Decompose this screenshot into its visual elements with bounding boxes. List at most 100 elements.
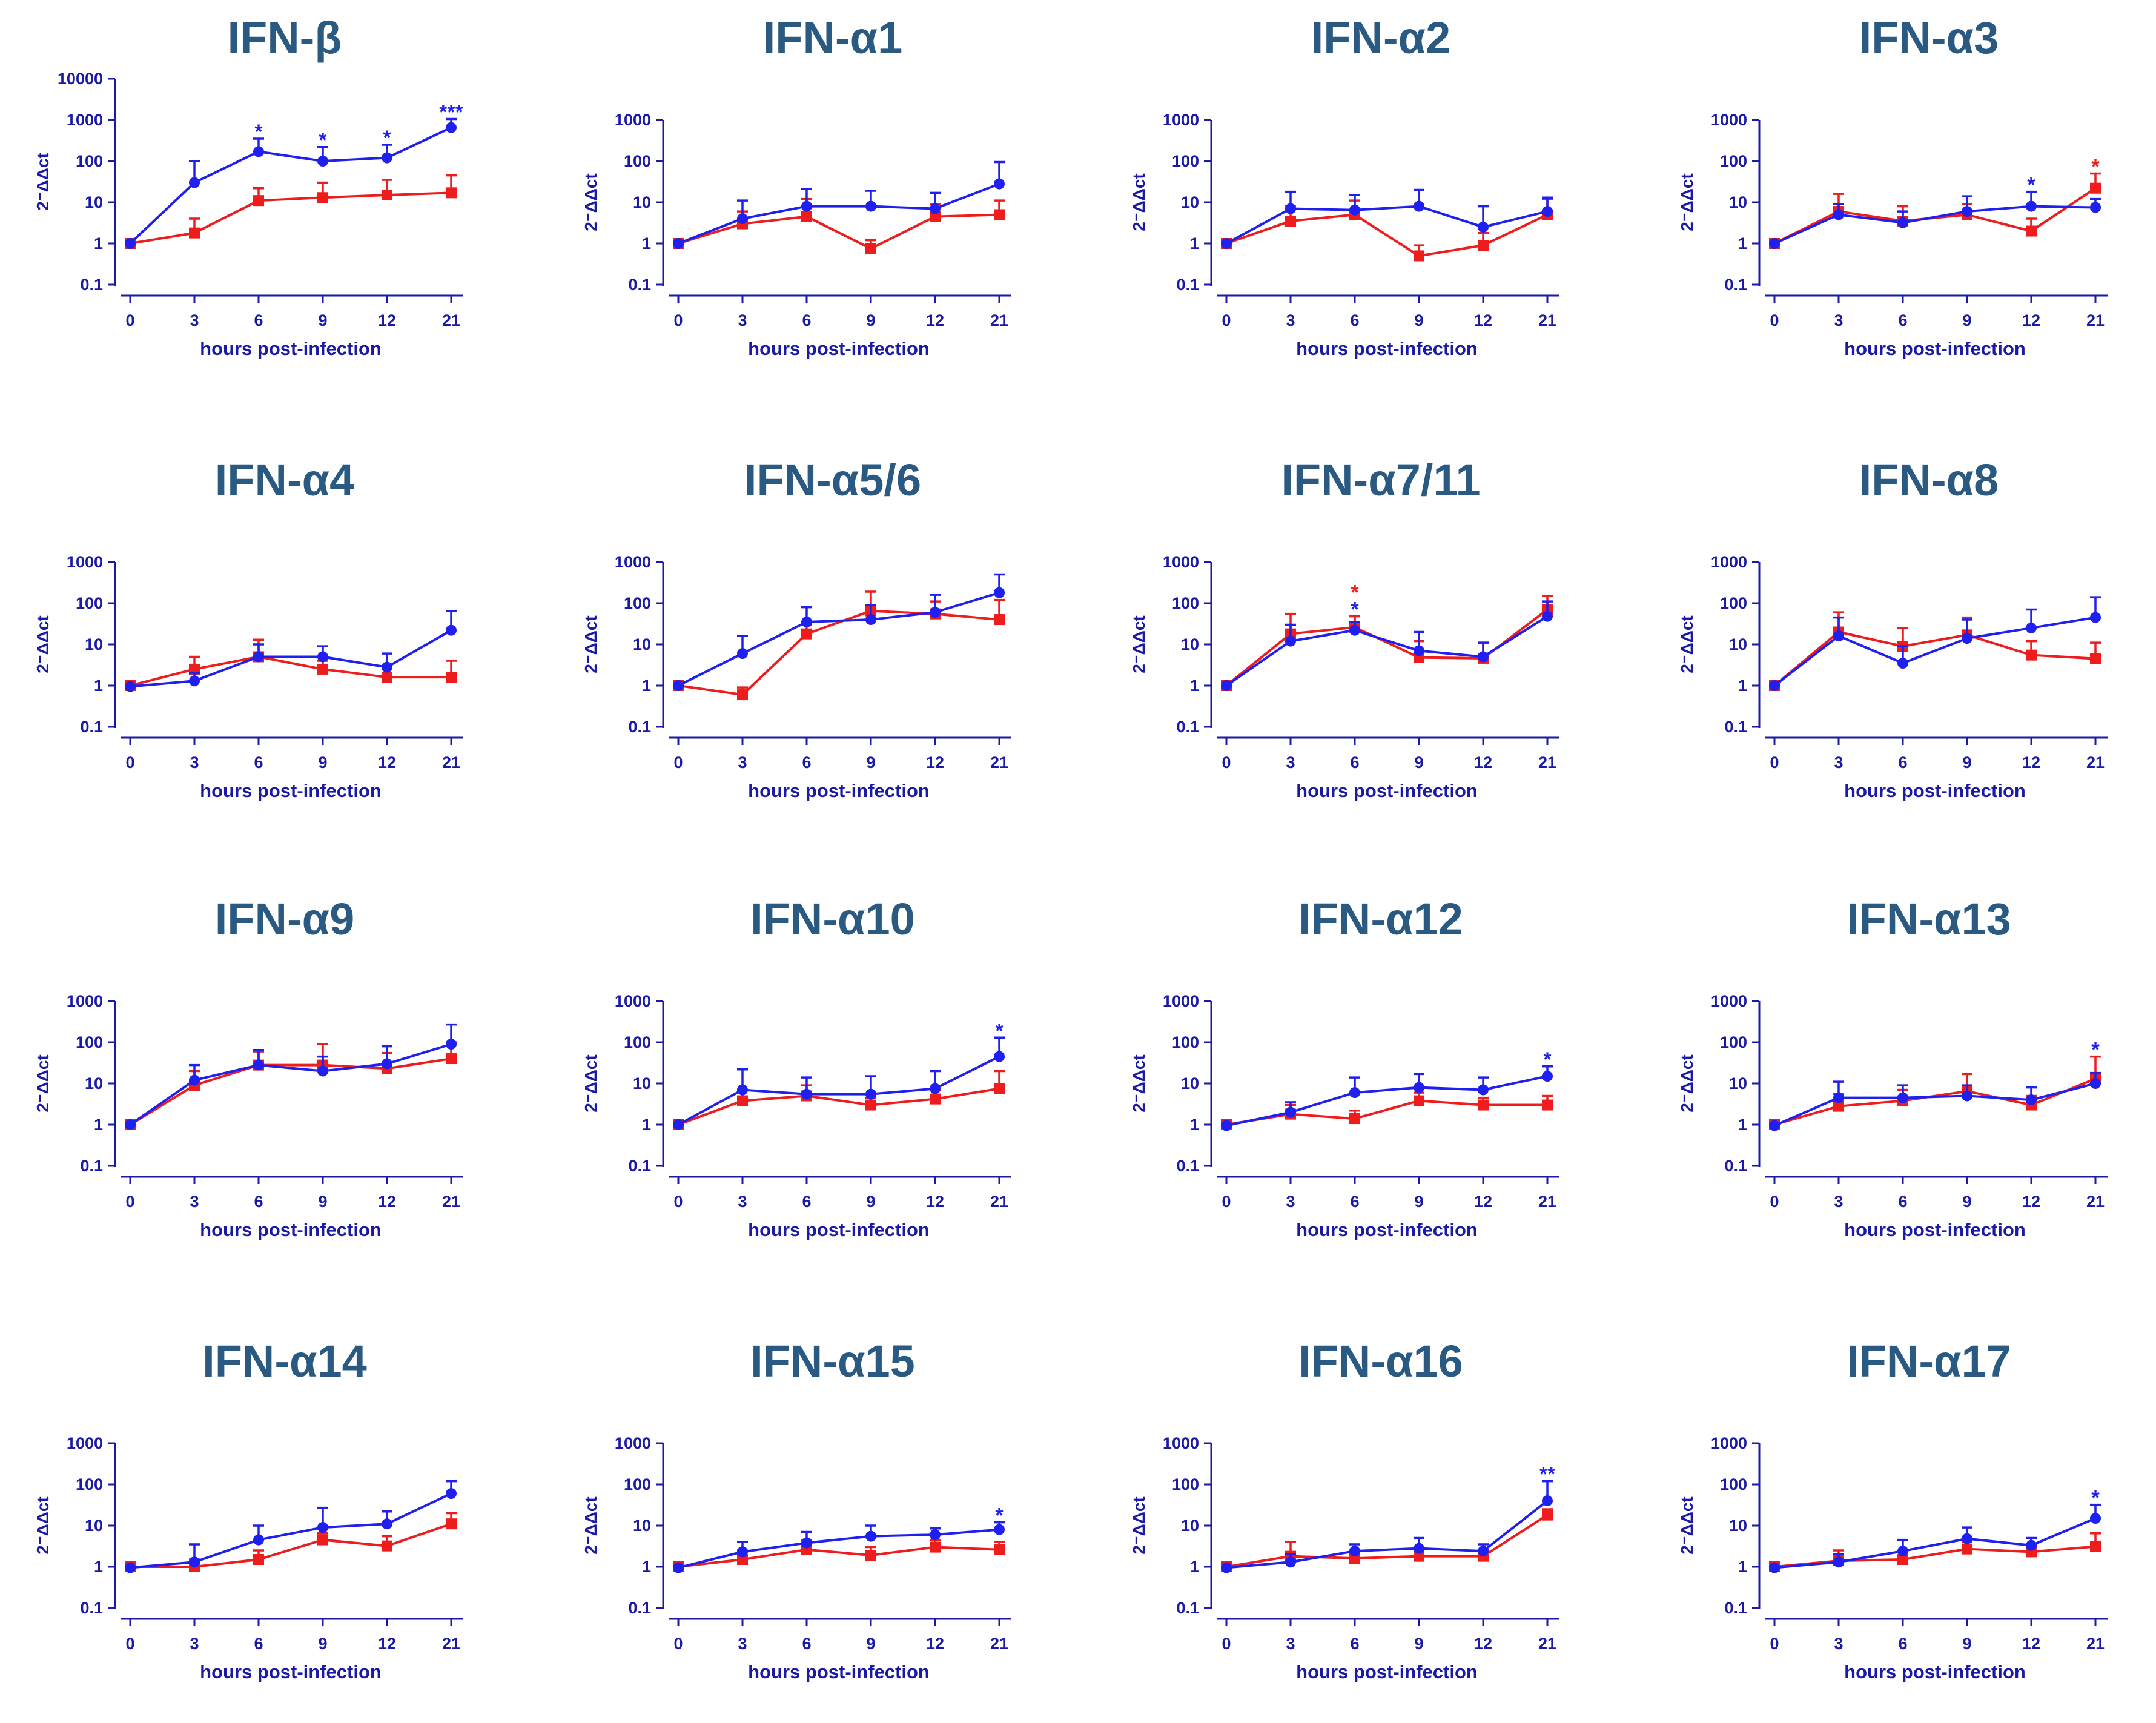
x-tick-label: 12: [2022, 1635, 2040, 1653]
x-tick-label: 12: [926, 753, 944, 772]
x-tick-label: 12: [926, 1192, 944, 1211]
red-data-point: [1833, 1100, 1844, 1112]
blue-data-point: [1542, 1495, 1553, 1507]
x-tick-label: 3: [738, 753, 747, 772]
blue-data-point: [189, 1556, 200, 1568]
blue-data-point: [189, 1074, 200, 1086]
x-tick-label: 0: [1222, 753, 1231, 772]
x-tick-label: 0: [1222, 311, 1231, 329]
blue-data-point: [189, 177, 200, 188]
x-tick-label: 6: [1350, 1635, 1359, 1653]
y-axis-label: 2⁻ΔΔct: [33, 1496, 52, 1555]
blue-data-point: [446, 122, 457, 133]
blue-data-point: [1414, 1082, 1424, 1093]
x-tick-label: 0: [673, 1635, 683, 1653]
y-tick-label: 10: [85, 193, 103, 211]
y-tick-label: 0.1: [628, 1599, 651, 1617]
blue-data-point: [801, 1537, 812, 1549]
y-axis-label: 2⁻ΔΔct: [1129, 615, 1148, 673]
x-axis-label: hours post-infection: [748, 338, 930, 359]
y-tick-label: 10: [1729, 1516, 1747, 1535]
x-tick-label: 9: [1414, 311, 1423, 329]
chart-panel: IFN-α14 0.1 1 10 100 1000 2⁻ΔΔct 0 3 6 9 12 21 hours …: [33, 1336, 463, 1682]
blue-data-point: [1414, 1543, 1424, 1554]
y-tick-label: 10000: [58, 70, 103, 88]
blue-series-line: [1225, 615, 1549, 687]
y-tick-label: 10: [85, 1516, 103, 1535]
x-tick-label: 21: [442, 1635, 460, 1653]
blue-series-line: [678, 591, 1000, 687]
x-tick-label: 3: [1286, 311, 1295, 329]
x-axis-label: hours post-infection: [200, 338, 382, 359]
blue-data-point: [1349, 1087, 1360, 1099]
blue-data-point: [382, 661, 392, 673]
red-data-point: [189, 227, 200, 239]
blue-data-point: [125, 238, 136, 249]
chart-panel: IFN-α3 0.1 1 10 100 1000 2⁻ΔΔct 0 3 6 9 12 21 hours p…: [1678, 13, 2108, 359]
y-tick-label: 1000: [67, 1434, 103, 1452]
significance-marker: *: [254, 121, 263, 144]
x-tick-label: 21: [1538, 1192, 1556, 1211]
y-tick-label: 0.1: [80, 718, 103, 736]
blue-data-point: [253, 1059, 264, 1071]
y-tick-label: 10: [1729, 635, 1747, 653]
y-tick-label: 1: [642, 1116, 651, 1134]
blue-data-point: [1897, 658, 1908, 669]
blue-data-point: [317, 1522, 328, 1533]
blue-data-point: [994, 1051, 1005, 1062]
blue-data-point: [2026, 622, 2037, 633]
red-data-point: [865, 1550, 876, 1561]
blue-data-point: [1962, 1533, 1972, 1544]
x-tick-label: 0: [673, 1192, 683, 1211]
x-tick-label: 9: [318, 1635, 327, 1653]
x-tick-label: 6: [1898, 1635, 1907, 1653]
blue-data-point: [125, 681, 136, 692]
blue-data-point: [1414, 645, 1424, 656]
significance-marker: *: [2091, 1487, 2100, 1510]
blue-data-point: [737, 1546, 748, 1558]
y-tick-label: 0.1: [1176, 1157, 1199, 1175]
red-data-point: [994, 614, 1005, 626]
blue-data-point: [1962, 1090, 1972, 1102]
blue-data-point: [2026, 1094, 2037, 1106]
y-tick-label: 0.1: [80, 1157, 103, 1175]
blue-series-line: [130, 1492, 452, 1569]
chart-panel: IFN-α7/11 0.1 1 10 100 1000 2⁻ΔΔct 0 3 6 9 12 21 hour…: [1129, 455, 1559, 801]
x-tick-label: 21: [990, 311, 1008, 329]
red-data-point: [1285, 216, 1296, 227]
blue-data-point: [1349, 624, 1360, 636]
y-tick-label: 0.1: [1176, 276, 1199, 294]
x-tick-label: 6: [254, 1192, 263, 1211]
significance-marker: *: [2091, 1039, 2100, 1062]
red-series-line: [678, 1546, 1000, 1568]
blue-data-point: [1962, 206, 1972, 217]
blue-data-point: [673, 1562, 684, 1573]
x-tick-label: 0: [1770, 311, 1779, 329]
red-data-point: [737, 1554, 748, 1566]
x-tick-label: 6: [802, 311, 811, 329]
x-tick-label: 12: [378, 311, 396, 329]
x-axis-label: hours post-infection: [1296, 1661, 1478, 1682]
blue-data-point: [994, 1524, 1005, 1535]
y-tick-label: 10: [633, 635, 651, 653]
blue-data-point: [801, 1088, 812, 1100]
blue-data-point: [1833, 1556, 1844, 1568]
x-tick-label: 6: [1898, 311, 1907, 329]
chart-panel: IFN-α16 0.1 1 10 100 1000 2⁻ΔΔct 0 3 6 9 12 21 hours …: [1129, 1336, 1559, 1682]
chart-panel: IFN-α1 0.1 1 10 100 1000 2⁻ΔΔct 0 3 6 9 12 21 hours p…: [581, 13, 1011, 359]
chart-panel: IFN-α17 0.1 1 10 100 1000 2⁻ΔΔct 0 3 6 9 12 21 hours …: [1678, 1336, 2108, 1682]
chart-panel: IFN-α15 0.1 1 10 100 1000 2⁻ΔΔct 0 3 6 9 12 21 hours …: [581, 1336, 1011, 1682]
red-series-line: [1226, 1099, 1547, 1126]
x-axis-label: hours post-infection: [200, 1661, 382, 1682]
chart-title: IFN-α7/11: [1281, 455, 1480, 505]
red-data-point: [1478, 1099, 1489, 1111]
y-axis-label: 2⁻ΔΔct: [1129, 1054, 1148, 1113]
red-data-point: [1962, 1543, 1972, 1555]
blue-data-point: [1285, 1106, 1296, 1118]
y-tick-label: 1000: [615, 111, 651, 129]
blue-data-point: [446, 624, 457, 636]
red-series-line: [130, 191, 452, 245]
blue-series-line: [678, 1055, 1000, 1126]
x-tick-label: 21: [442, 753, 460, 772]
y-tick-label: 1000: [1711, 992, 1747, 1010]
